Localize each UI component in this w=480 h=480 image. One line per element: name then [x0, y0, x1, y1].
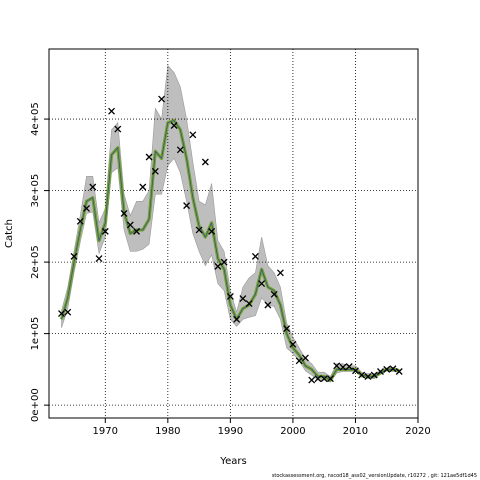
x-tick-label: 1970 [93, 426, 118, 437]
observed-point [95, 255, 103, 262]
observed-point [189, 131, 197, 139]
observed-point [226, 292, 234, 300]
observed-point [333, 362, 341, 370]
x-tick-label: 2000 [280, 426, 305, 437]
observed-point [114, 125, 122, 133]
observed-point [314, 375, 322, 383]
observed-point [295, 357, 303, 365]
observed-point [370, 371, 378, 379]
observed-point [201, 158, 209, 166]
observed-point [283, 325, 291, 333]
x-tick-label: 1990 [218, 426, 243, 437]
observed-point [101, 227, 109, 235]
footer-credit: stockassessment.org, nscod18_ass02_versi… [271, 473, 477, 479]
observed-point [70, 252, 78, 260]
observed-point [289, 340, 297, 348]
observed-point [139, 183, 147, 191]
axes-layer: 1970 1980 1990 2000 2010 2020 0e+00 1e+05 2e+05 3… [30, 102, 431, 437]
observed-point [339, 363, 347, 371]
observed-point [233, 315, 241, 323]
x-tick-label: 2010 [343, 426, 368, 437]
observed-point [176, 146, 184, 154]
observed-point [358, 371, 366, 379]
observed-point [208, 227, 216, 235]
observed-point [145, 153, 153, 161]
y-tick-label: 4e+05 [30, 102, 41, 136]
observed-point [239, 295, 247, 303]
observed-point [308, 376, 316, 384]
observed-point [89, 183, 97, 191]
plot-frame [48, 48, 419, 419]
observed-point [270, 290, 278, 298]
observed-point [251, 252, 259, 260]
x-tick-label: 2020 [405, 426, 430, 437]
observed-point [383, 365, 391, 373]
observed-points-layer [58, 95, 403, 384]
observed-point [351, 367, 359, 375]
estimate-line-core [61, 120, 400, 381]
observed-point [133, 227, 141, 235]
y-tick-label: 2e+05 [30, 245, 41, 279]
observed-point [345, 363, 353, 370]
observed-point [170, 122, 178, 129]
observed-point [276, 269, 284, 277]
observed-point [245, 300, 253, 308]
x-tick-label: 1980 [155, 426, 180, 437]
observed-point [320, 375, 328, 383]
estimate-line-layer [59, 118, 400, 382]
observed-point [58, 310, 65, 318]
observed-point [120, 210, 128, 217]
observed-point [126, 221, 134, 229]
y-tick-label: 1e+05 [30, 317, 41, 351]
y-tick-label: 3e+05 [30, 174, 41, 208]
observed-point [364, 373, 372, 380]
observed-point [183, 202, 191, 210]
observed-point [377, 368, 384, 375]
observed-point [264, 301, 272, 309]
observed-point [83, 205, 90, 212]
observed-point [108, 107, 116, 115]
observed-point [64, 308, 72, 316]
observed-point [301, 354, 309, 362]
y-axis-title: Catch [4, 219, 15, 248]
observed-point [220, 258, 228, 266]
observed-point [389, 365, 397, 373]
y-tick-label: 0e+00 [30, 388, 41, 422]
observed-point [195, 226, 203, 234]
observed-point [258, 280, 266, 288]
observed-point [151, 167, 159, 175]
observed-point [214, 262, 222, 270]
observed-point [158, 95, 166, 103]
observed-point [326, 375, 334, 383]
observed-point [76, 217, 84, 225]
observed-point [395, 368, 403, 375]
x-axis-title: Years [219, 456, 246, 467]
